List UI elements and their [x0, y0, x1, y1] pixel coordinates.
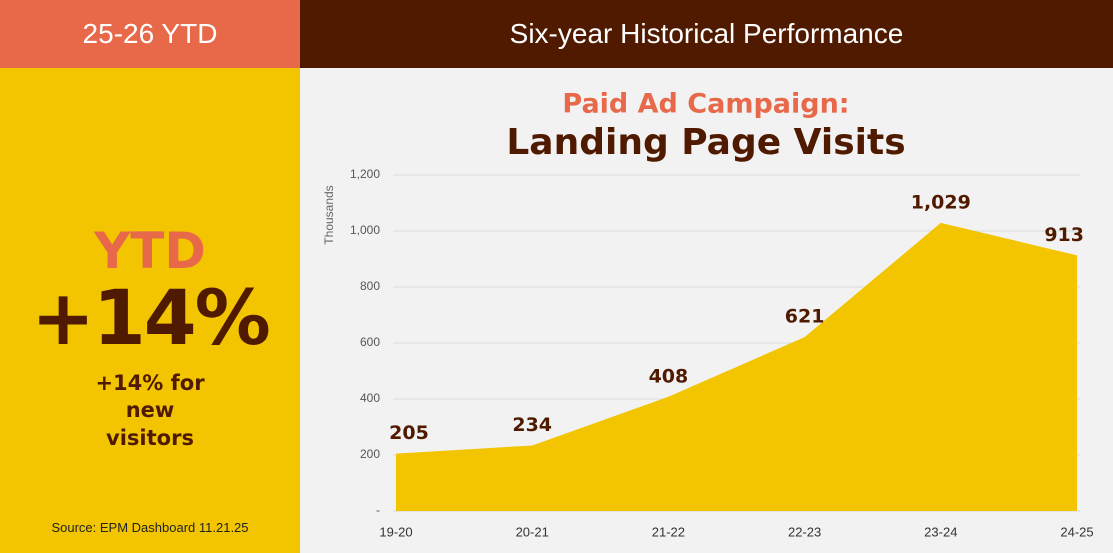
- x-tick-label: 24-25: [1060, 524, 1093, 539]
- y-tick-label: -: [376, 503, 380, 517]
- x-tick-label: 23-24: [924, 524, 957, 539]
- y-axis-label: Thousands: [322, 185, 336, 244]
- right-header: Six-year Historical Performance: [300, 0, 1113, 68]
- x-tick-label: 19-20: [379, 524, 412, 539]
- y-tick-label: 600: [360, 335, 380, 349]
- y-tick-label: 400: [360, 391, 380, 405]
- y-tick-label: 1,200: [350, 167, 380, 181]
- x-tick-label: 21-22: [652, 524, 685, 539]
- value-label: 1,029: [911, 191, 971, 213]
- kpi-label: YTD: [94, 222, 206, 280]
- value-label: 621: [785, 306, 825, 328]
- kpi-panel: YTD +14% +14% for new visitors Source: E…: [0, 68, 300, 553]
- x-tick-label: 22-23: [788, 524, 821, 539]
- y-tick-label: 200: [360, 447, 380, 461]
- value-label: 205: [389, 422, 429, 444]
- chart-title: Paid Ad Campaign:: [562, 89, 849, 120]
- kpi-note: +14% for new visitors: [95, 371, 205, 450]
- value-label: 234: [512, 414, 552, 436]
- kpi-value: +14%: [31, 273, 271, 362]
- chart-subtitle: Landing Page Visits: [506, 122, 905, 163]
- value-label: 913: [1044, 224, 1084, 246]
- y-tick-label: 1,000: [350, 223, 380, 237]
- source: Source: EPM Dashboard 11.21.25: [51, 520, 249, 535]
- y-tick-label: 800: [360, 279, 380, 293]
- value-label: 408: [649, 365, 689, 387]
- left-header: 25-26 YTD: [0, 0, 300, 68]
- x-tick-label: 20-21: [516, 524, 549, 539]
- area: [396, 222, 1077, 511]
